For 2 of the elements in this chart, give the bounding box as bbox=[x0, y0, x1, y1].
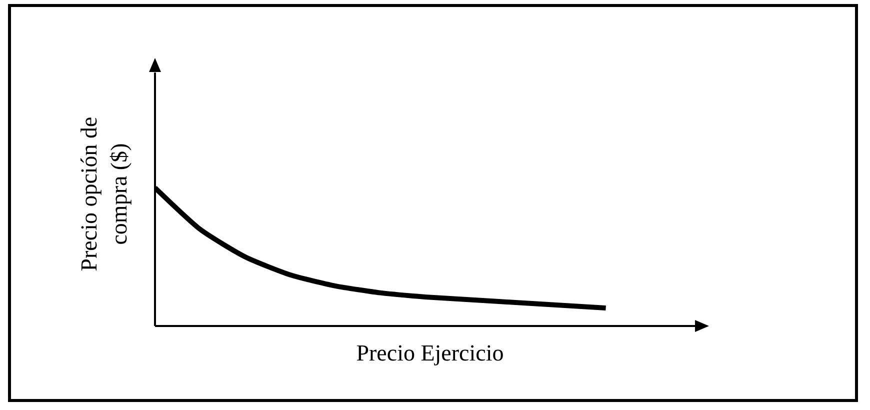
y-axis-title: Precio opción de compra ($) bbox=[76, 116, 132, 272]
x-axis-title: Precio Ejercicio bbox=[356, 340, 504, 366]
